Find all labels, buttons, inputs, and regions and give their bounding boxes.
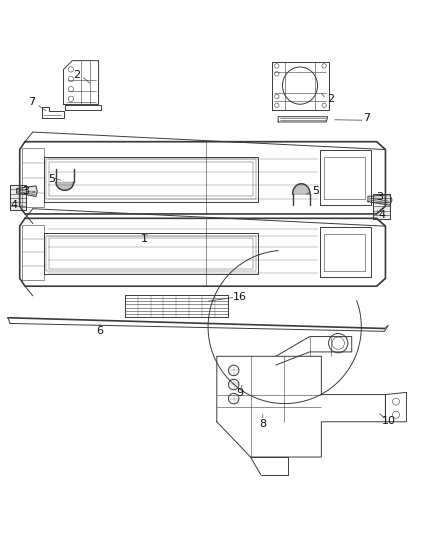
Text: 7: 7 bbox=[364, 114, 371, 124]
Text: 9: 9 bbox=[237, 387, 244, 398]
Polygon shape bbox=[368, 195, 392, 205]
Text: 5: 5 bbox=[312, 186, 319, 196]
Polygon shape bbox=[10, 185, 26, 211]
Text: 2: 2 bbox=[73, 70, 80, 79]
Text: 3: 3 bbox=[22, 186, 29, 196]
Text: 16: 16 bbox=[233, 292, 247, 302]
Text: 4: 4 bbox=[378, 210, 385, 220]
Text: 7: 7 bbox=[28, 97, 35, 107]
Text: 8: 8 bbox=[259, 419, 266, 429]
Polygon shape bbox=[56, 182, 74, 190]
Text: 10: 10 bbox=[382, 416, 396, 426]
Polygon shape bbox=[373, 194, 390, 219]
Polygon shape bbox=[17, 186, 37, 197]
Text: 5: 5 bbox=[48, 174, 55, 184]
Text: 4: 4 bbox=[11, 200, 18, 210]
Text: 2: 2 bbox=[327, 94, 334, 104]
Text: 6: 6 bbox=[96, 326, 103, 336]
Text: 1: 1 bbox=[141, 235, 148, 244]
Text: 3: 3 bbox=[377, 192, 384, 203]
Polygon shape bbox=[293, 184, 310, 194]
